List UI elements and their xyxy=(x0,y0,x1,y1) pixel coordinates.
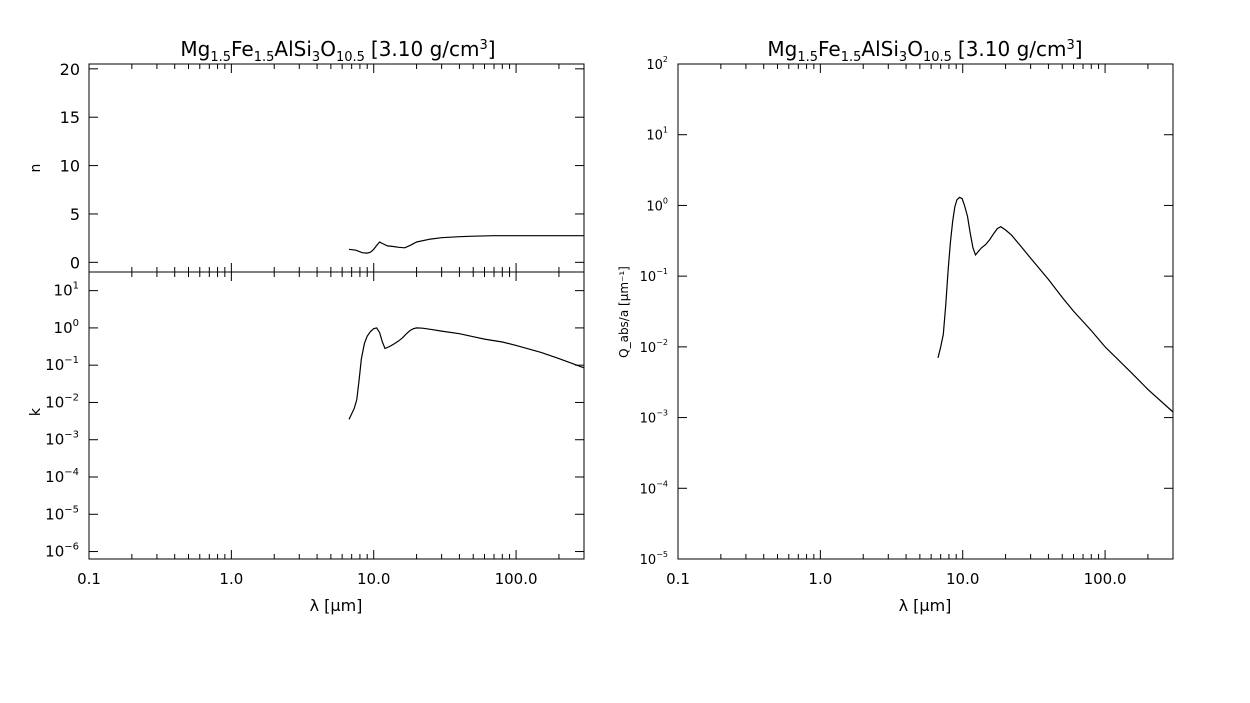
title-density-exp: 3 xyxy=(480,38,488,53)
y-tick-label: 10−4 xyxy=(45,467,79,486)
title-fe: Fe xyxy=(818,37,841,61)
title-sub-fe: 1.5 xyxy=(254,50,275,65)
x-tick-label: 100.0 xyxy=(1084,570,1127,588)
k-series-line xyxy=(348,327,585,420)
title-density: [3.10 g/cm xyxy=(371,37,480,61)
title-sub-fe: 1.5 xyxy=(841,50,862,65)
title-sub-si: 3 xyxy=(899,50,907,65)
y-tick-label: 100 xyxy=(646,196,668,214)
y-tick-label: 10−3 xyxy=(640,409,668,427)
y-tick-label: 10−2 xyxy=(45,392,79,411)
title-alsi: AlSi xyxy=(861,37,899,61)
y-tick-label: 101 xyxy=(646,126,668,144)
title-density-exp: 3 xyxy=(1067,38,1075,53)
title-density-close: ] xyxy=(488,37,496,61)
y-tick-label: 20 xyxy=(60,60,80,79)
x-tick-label: 0.1 xyxy=(77,570,101,588)
k-x-axis-label: λ [μm] xyxy=(310,596,363,615)
y-tick-label: 10−6 xyxy=(45,542,79,561)
y-tick-label: 10 xyxy=(60,157,80,176)
n-y-axis-label: n xyxy=(28,164,44,173)
x-tick-label: 1.0 xyxy=(219,570,243,588)
title-fe: Fe xyxy=(231,37,254,61)
title-sub-mg: 1.5 xyxy=(797,50,818,65)
title-o: O xyxy=(907,37,923,61)
y-tick-label: 102 xyxy=(646,55,668,73)
qabs-y-axis-label: Q_abs/a [μm⁻¹] xyxy=(617,266,631,358)
y-tick-label: 5 xyxy=(70,205,80,224)
n-series-line xyxy=(348,235,584,254)
n-axis-ticks: 0 5 10 15 20 xyxy=(60,60,585,272)
x-tick-label: 10.0 xyxy=(946,570,979,588)
title-density-close: ] xyxy=(1075,37,1083,61)
n-plot-frame xyxy=(88,63,585,273)
left-panel-title: Mg1.5Fe1.5AlSi3O10.5 [3.10 g/cm3] xyxy=(180,37,495,65)
y-tick-label: 0 xyxy=(70,253,80,272)
x-tick-label: 100.0 xyxy=(495,570,538,588)
title-mg: Mg xyxy=(180,37,210,61)
y-tick-label: 10−1 xyxy=(45,355,79,374)
right-panel-title: Mg1.5Fe1.5AlSi3O10.5 [3.10 g/cm3] xyxy=(767,37,1082,65)
title-alsi: AlSi xyxy=(274,37,312,61)
title-o: O xyxy=(320,37,336,61)
y-tick-label: 10−2 xyxy=(640,338,668,356)
qabs-plot-frame xyxy=(677,63,1174,560)
title-sub-o: 10.5 xyxy=(336,50,365,65)
qabs-series-line xyxy=(937,196,1174,413)
title-density: [3.10 g/cm xyxy=(958,37,1067,61)
title-sub-mg: 1.5 xyxy=(210,50,231,65)
y-tick-label: 10−3 xyxy=(45,430,79,449)
y-tick-label: 10−1 xyxy=(640,267,668,285)
qabs-x-axis-label: λ [μm] xyxy=(899,596,952,615)
x-tick-label: 0.1 xyxy=(666,570,690,588)
y-tick-label: 100 xyxy=(54,318,79,337)
x-tick-label: 1.0 xyxy=(808,570,832,588)
k-plot-frame xyxy=(88,271,585,560)
k-y-axis-label: k xyxy=(28,407,44,416)
x-tick-label: 10.0 xyxy=(357,570,390,588)
qabs-axis-ticks: 10−5 10−4 10−3 10−2 10−1 100 101 102 0.1 1.0 10.0 1… xyxy=(640,55,1174,588)
y-tick-label: 10−5 xyxy=(640,550,668,568)
y-tick-label: 101 xyxy=(54,281,79,300)
title-sub-si: 3 xyxy=(312,50,320,65)
y-tick-label: 15 xyxy=(60,108,80,127)
title-mg: Mg xyxy=(767,37,797,61)
title-sub-o: 10.5 xyxy=(923,50,952,65)
y-tick-label: 10−5 xyxy=(45,504,79,523)
y-tick-label: 10−4 xyxy=(640,479,668,497)
k-axis-ticks: 10−6 10−5 10−4 10−3 10−2 10−1 100 101 0.1 1.0 10.0… xyxy=(45,272,585,588)
